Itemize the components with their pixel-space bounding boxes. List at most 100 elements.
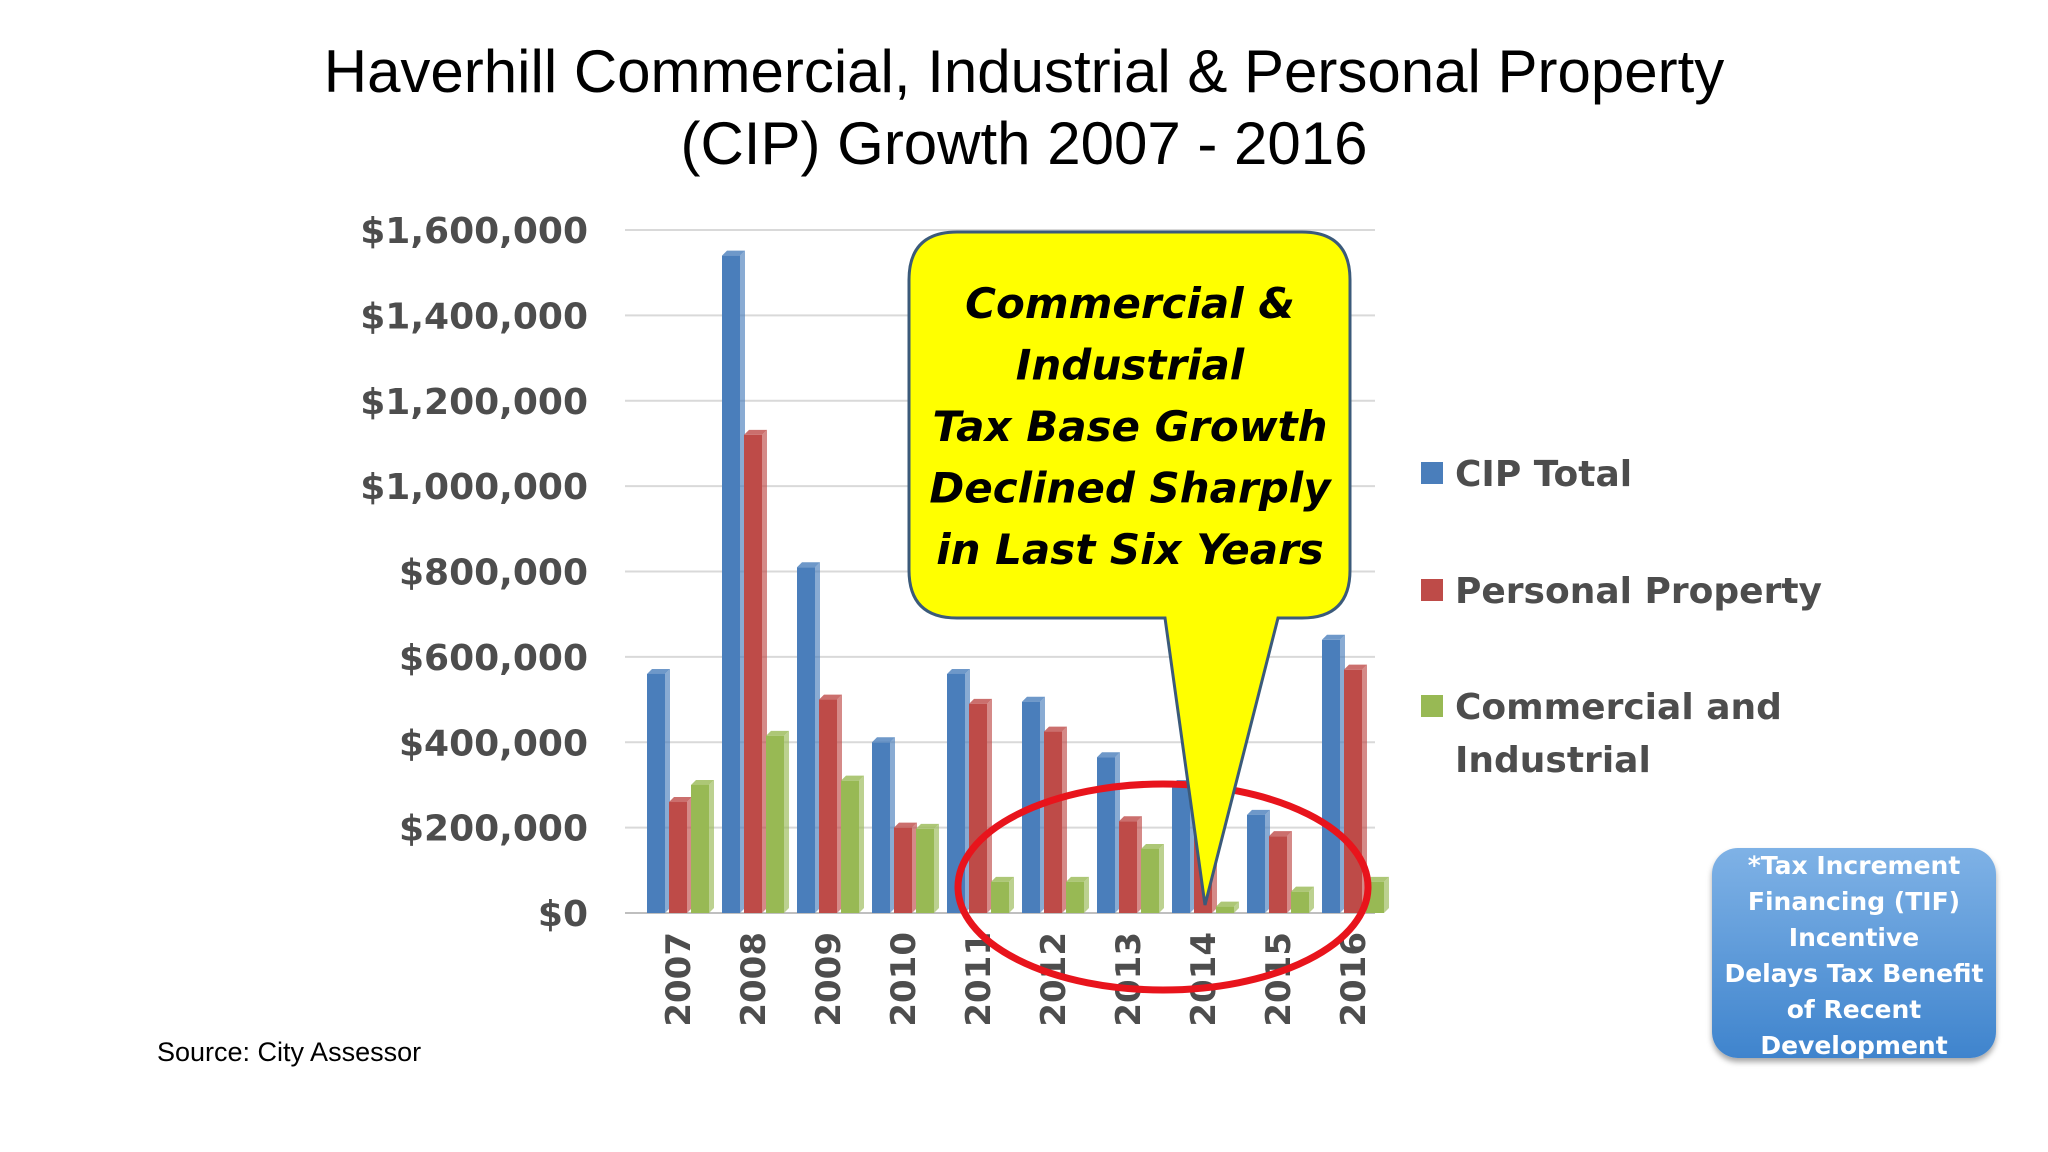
bar (797, 567, 815, 913)
bar (1066, 881, 1084, 913)
bar-side (1384, 876, 1389, 913)
y-tick-label: $1,000,000 (360, 467, 588, 508)
bar-side (740, 250, 745, 914)
bar-personal-property-2008 (744, 429, 767, 913)
bar-side (762, 429, 767, 913)
x-tick-label: 2010 (884, 932, 924, 1027)
bar-commercial-and-industrial-2009 (841, 775, 864, 913)
bar (1119, 821, 1137, 913)
bar (894, 827, 912, 913)
bar-side (1234, 901, 1239, 913)
y-axis-ticks: $0 $200,000 $400,000 $600,000 $800,000 $1,000… (360, 211, 588, 935)
y-tick-label: $200,000 (399, 809, 588, 850)
bar (1247, 814, 1265, 913)
bar-side (815, 562, 820, 913)
bar-side (665, 668, 670, 913)
bar (1269, 836, 1287, 913)
bar (841, 780, 859, 913)
legend-label: Industrial (1455, 740, 1651, 781)
bar-top (1344, 664, 1367, 670)
bar-top (894, 822, 917, 828)
legend-swatch (1421, 462, 1443, 484)
callout-line: Commercial & (965, 279, 1295, 328)
chart-title: Haverhill Commercial, Industrial & Perso… (0, 36, 2048, 180)
callout-text: Commercial & Industrial Tax Base Growth Dec… (929, 279, 1332, 574)
x-tick-label: 2014 (1184, 932, 1224, 1027)
bar (969, 703, 987, 913)
bar (744, 434, 762, 913)
y-tick-label: $0 (538, 894, 588, 935)
chart-title-line-2: (CIP) Growth 2007 - 2016 (680, 110, 1368, 177)
bar-personal-property-2011 (969, 698, 992, 913)
bar-side (859, 775, 864, 913)
bar-side (1115, 752, 1120, 913)
bar (691, 784, 709, 913)
bar (872, 742, 890, 913)
bar (1141, 848, 1159, 913)
bar-commercial-and-industrial-2014 (1216, 901, 1239, 913)
bar-top (722, 250, 745, 256)
bar (1044, 731, 1062, 913)
bar-personal-property-2010 (894, 822, 917, 913)
callout-line: Industrial (1016, 341, 1245, 390)
y-tick-label: $1,400,000 (360, 296, 588, 337)
bar-cip-total-2009 (797, 562, 820, 913)
legend-label: Commercial and (1455, 687, 1782, 728)
y-tick-label: $1,600,000 (360, 211, 588, 252)
legend-swatch (1421, 579, 1443, 601)
bar (1172, 784, 1190, 913)
bar-top (744, 429, 767, 435)
tif-note-line: *Tax Increment (1747, 851, 1961, 880)
bar-side (709, 779, 714, 913)
bar-top (1366, 876, 1389, 882)
bar-top (647, 668, 670, 674)
bar-personal-property-2013 (1119, 816, 1142, 913)
bar-personal-property-2015 (1269, 831, 1292, 913)
bar-top (991, 876, 1014, 882)
bar-top (1066, 876, 1089, 882)
bar-top (1291, 886, 1314, 892)
bar (1291, 891, 1309, 913)
bar-side (1137, 816, 1142, 913)
y-tick-label: $600,000 (399, 638, 588, 679)
bar (669, 802, 687, 913)
bar-top (1247, 809, 1270, 815)
bar-cip-total-2010 (872, 737, 895, 913)
bar-side (1009, 876, 1014, 913)
bar-cip-total-2013 (1097, 752, 1120, 913)
bar-side (1084, 876, 1089, 913)
bar-top (947, 668, 970, 674)
bar-top (969, 698, 992, 704)
bar-commercial-and-industrial-2012 (1066, 876, 1089, 913)
x-tick-label: 2009 (809, 932, 849, 1027)
bar-side (1062, 726, 1067, 913)
bar-cip-total-2008 (722, 250, 745, 914)
bar-personal-property-2007 (669, 797, 692, 913)
tif-note-box: *Tax Increment Financing (TIF) Incentive De… (1712, 848, 1996, 1060)
bar (1097, 757, 1115, 913)
bar-side (1362, 664, 1367, 913)
bar-side (987, 698, 992, 913)
bar (647, 673, 665, 913)
callout-line: Tax Base Growth (932, 402, 1327, 451)
callout-line: Declined Sharply (929, 464, 1332, 513)
bar-commercial-and-industrial-2011 (991, 876, 1014, 913)
bar (819, 699, 837, 913)
bar-side (912, 822, 917, 913)
bar-top (1022, 696, 1045, 702)
bar-top (1097, 752, 1120, 758)
bar-commercial-and-industrial-2015 (1291, 886, 1314, 913)
legend: CIP Total Personal Property Commercial and… (1421, 454, 1822, 781)
bar (916, 828, 934, 913)
chart-title-line-1: Haverhill Commercial, Industrial & Perso… (323, 38, 1725, 105)
bar-personal-property-2009 (819, 694, 842, 913)
bar-personal-property-2012 (1044, 726, 1067, 913)
bar-commercial-and-industrial-2008 (766, 730, 789, 913)
bar-top (1141, 843, 1164, 849)
tif-note-line: Incentive (1788, 923, 1920, 952)
bar (1344, 669, 1362, 913)
bar-side (837, 694, 842, 913)
tif-note-line: of Recent (1786, 995, 1922, 1024)
bar-top (872, 737, 895, 743)
